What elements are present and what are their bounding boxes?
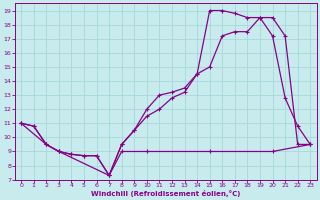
X-axis label: Windchill (Refroidissement éolien,°C): Windchill (Refroidissement éolien,°C) xyxy=(91,190,240,197)
